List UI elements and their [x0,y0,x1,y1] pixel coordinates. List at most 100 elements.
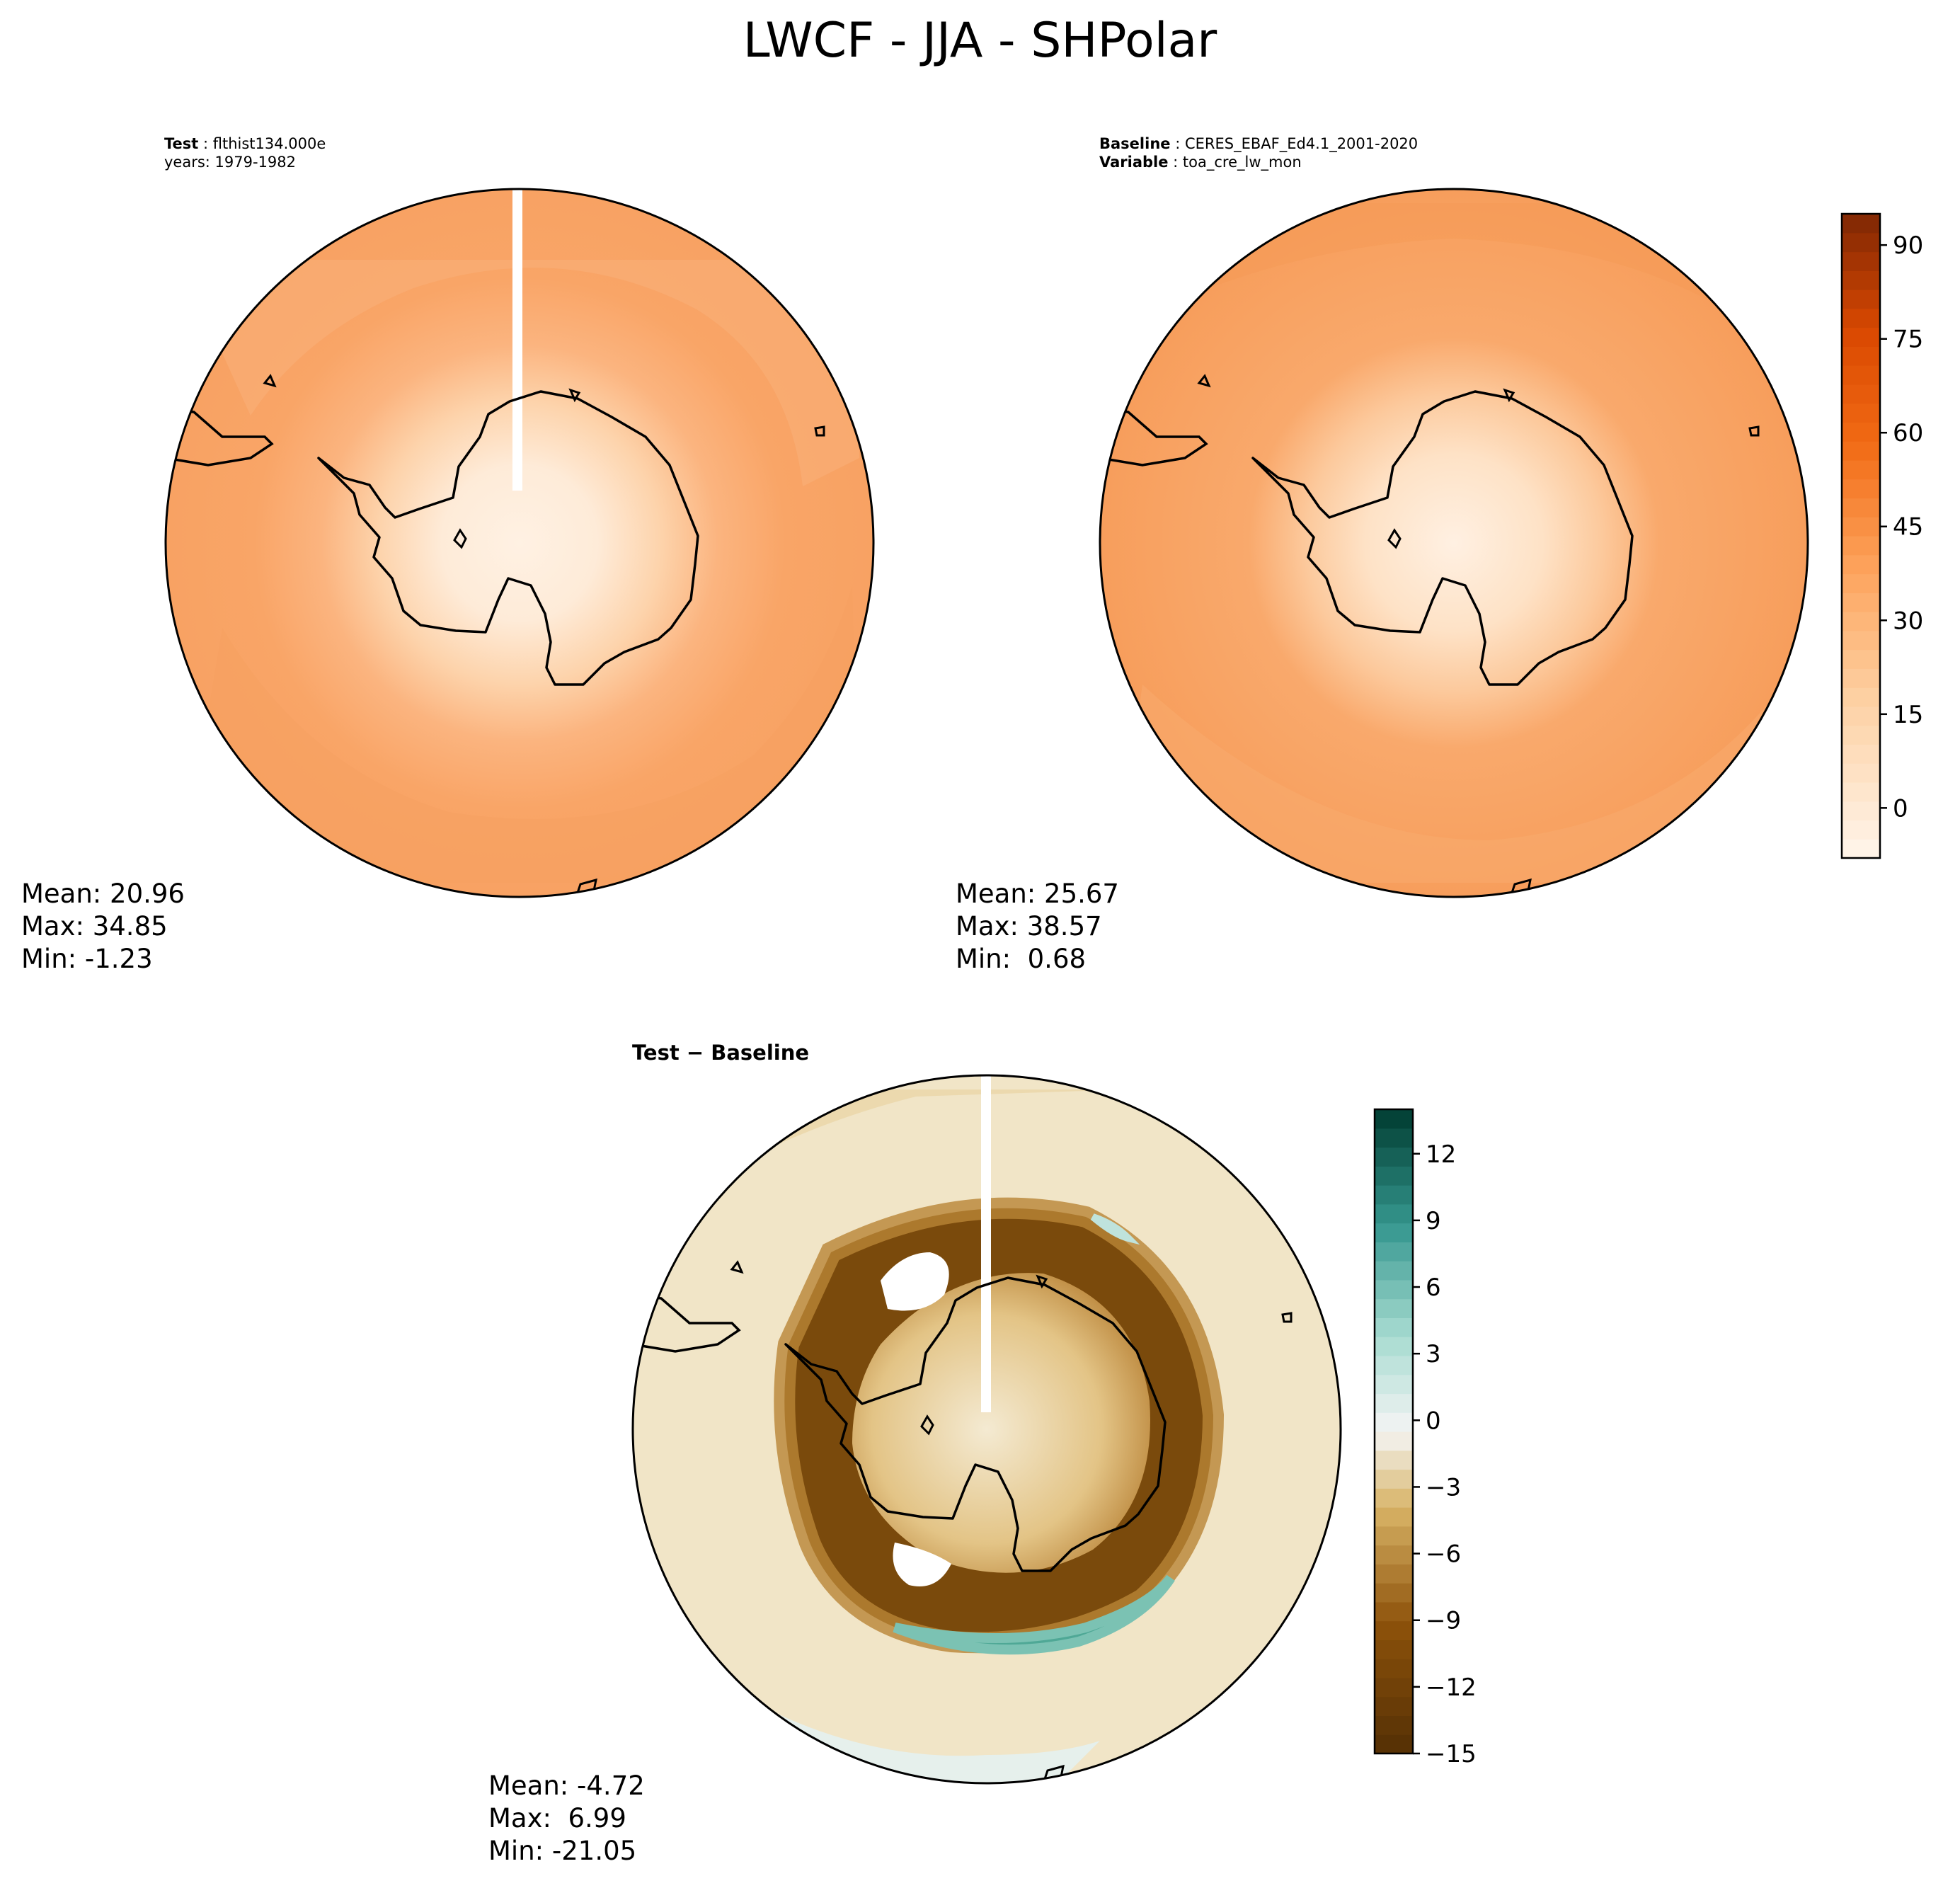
colorbar-brbg-swatch [1375,1620,1413,1641]
colorbar-oranges-swatch [1842,687,1880,707]
colorbar-oranges-tick-label: 45 [1893,513,1923,542]
colorbar-brbg-swatch [1375,1583,1413,1603]
colorbar-oranges-swatch [1842,327,1880,347]
colorbar-oranges-swatch [1842,573,1880,593]
colorbar-oranges-swatch [1842,744,1880,764]
baseline-title-line-1: Baseline : CERES_EBAF_Ed4.1_2001-2020 [1099,135,1418,153]
diff-missing-strip [981,1075,991,1412]
colorbar-brbg-tick-label: 6 [1426,1274,1441,1302]
colorbar-brbg-tick-label: 3 [1426,1340,1441,1368]
baseline-field-patch [1114,203,1794,331]
colorbar-brbg-swatch [1375,1298,1413,1319]
colorbar-oranges: 0 15 30 45 60 75 90 [1840,212,1923,859]
colorbar-oranges-swatch [1842,517,1880,537]
colorbar-oranges-swatch [1842,422,1880,442]
colorbar-oranges-swatch [1842,668,1880,688]
colorbar-oranges-swatch [1842,459,1880,480]
colorbar-brbg-tick-label: −3 [1426,1473,1461,1501]
colorbar-oranges-swatch [1842,612,1880,631]
diff-stat-min: Min: -21.05 [488,1836,637,1866]
colorbar-brbg-swatch [1375,1242,1413,1261]
colorbar-oranges-frame [1840,212,1881,859]
diff-ring-edge [774,1197,1225,1654]
diff-stat-max: Max: 6.99 [488,1803,626,1833]
colorbar-brbg-tick-label: −9 [1426,1607,1461,1635]
test-title-line-2: years: 1979-1982 [164,154,297,171]
test-stats: Mean: 20.96 Max: 34.85 Min: -1.23 [21,878,185,976]
colorbar-brbg-tick-label: 12 [1426,1140,1456,1169]
colorbar-oranges-swatch [1842,384,1880,404]
colorbar-brbg-swatch [1375,1128,1413,1148]
test-coastline-island [263,374,825,897]
diff-coastline-island [633,1293,741,1353]
diff-inner-field [852,1273,1150,1573]
test-field-patch [180,585,859,883]
colorbar-oranges-swatch [1842,725,1880,745]
colorbar-brbg-swatch [1375,1109,1413,1129]
test-coastline [317,390,699,686]
colorbar-brbg-swatch [1375,1337,1413,1356]
baseline-coastline [1251,390,1634,686]
test-title-line-1: Test : flthist134.000e [164,135,326,153]
baseline-coastline-island [1100,407,1208,467]
colorbar-oranges-swatch [1842,801,1880,821]
colorbar-brbg-swatch [1375,1223,1413,1242]
colorbar-oranges-swatch [1842,290,1880,309]
figure-title: LWCF - JJA - SHPolar [743,13,1217,69]
colorbar-oranges-swatch [1842,403,1880,423]
baseline-coastline-island [1197,374,1760,897]
baseline-variable-sep: : [1168,154,1183,171]
colorbar-brbg-swatch [1375,1469,1413,1489]
colorbar-brbg-swatch [1375,1317,1413,1337]
colorbar-oranges-swatch [1842,441,1880,461]
diff-stats: Mean: -4.72 Max: 6.99 Min: -21.05 [488,1770,645,1867]
diff-coastline-island [730,1260,1293,1783]
colorbar-brbg-swatch [1375,1261,1413,1281]
colorbar-oranges-swatch [1842,839,1880,859]
colorbar-brbg-swatch [1375,1564,1413,1584]
colorbar-brbg-swatch [1375,1640,1413,1659]
colorbar-oranges-tick-label: 90 [1893,231,1923,260]
diff-map [631,1074,1342,1785]
colorbar-brbg-swatch [1375,1601,1413,1622]
diff-title: Test − Baseline [632,1041,810,1065]
colorbar-brbg-swatch [1375,1147,1413,1167]
colorbar-oranges-swatch [1842,536,1880,556]
colorbar-brbg-swatch [1375,1677,1413,1698]
test-stat-min: Min: -1.23 [21,944,153,974]
colorbar-brbg-swatch [1375,1450,1413,1470]
colorbar-brbg-swatch [1375,1715,1413,1735]
colorbar-oranges-tick-label: 75 [1893,326,1923,354]
baseline-stat-mean: Mean: 25.67 [956,879,1119,909]
baseline-map-boundary [1099,188,1809,898]
colorbar-oranges-swatch [1842,782,1880,802]
colorbar-oranges-swatch [1842,479,1880,499]
colorbar-brbg-swatch [1375,1355,1413,1375]
diff-missing [893,1543,951,1586]
colorbar-brbg-swatch [1375,1507,1413,1527]
colorbar-brbg-swatch [1375,1279,1413,1300]
colorbar-oranges-swatch [1842,251,1880,271]
baseline-title-line-2: Variable : toa_cre_lw_mon [1099,153,1302,171]
colorbar-oranges-swatch [1842,308,1880,328]
colorbar-oranges-tick-label: 30 [1893,607,1923,635]
colorbar-brbg-swatch [1375,1659,1413,1678]
diff-map-boundary [631,1074,1342,1785]
baseline-stat-min: Min: 0.68 [956,944,1087,974]
diff-positive-patch [1090,1213,1140,1245]
colorbar-brbg-tick-label: −12 [1426,1674,1477,1702]
colorbar-brbg: −15 −12 −9 −6 −3 0 3 6 9 12 [1373,1108,1477,1768]
colorbar-brbg-swatch [1375,1374,1413,1395]
baseline-title-key: Baseline [1099,135,1171,152]
test-field-patch [180,260,859,486]
test-coastline-island [166,407,274,467]
colorbar-brbg-swatch [1375,1696,1413,1717]
colorbar-oranges-swatch [1842,554,1880,575]
colorbar-brbg-tick-label: −6 [1426,1540,1461,1569]
colorbar-oranges-swatch [1842,214,1880,234]
baseline-map [1099,188,1809,898]
test-title-value: flthist134.000e [212,135,326,152]
baseline-title-sep: : [1170,135,1185,152]
colorbar-oranges-swatch [1842,820,1880,840]
baseline-stats: Mean: 25.67 Max: 38.57 Min: 0.68 [956,878,1119,976]
